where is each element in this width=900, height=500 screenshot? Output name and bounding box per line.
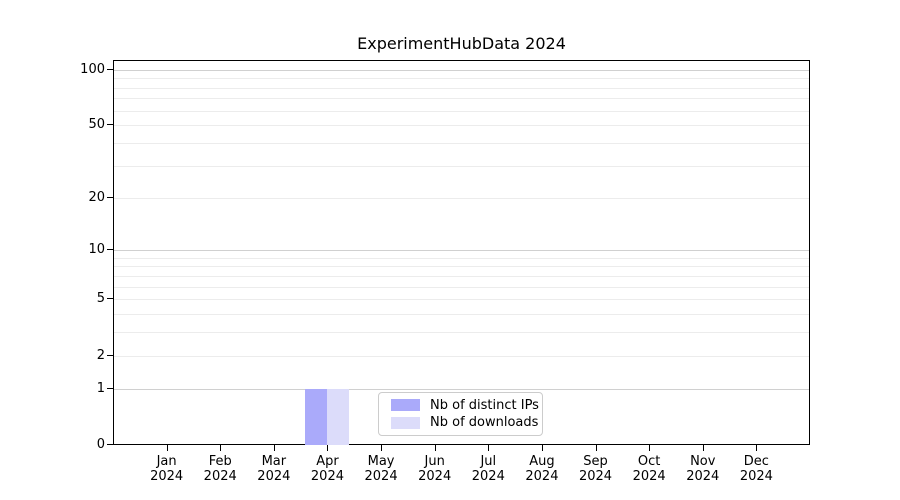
- x-tick-mark: [381, 445, 383, 451]
- x-tick-mark: [756, 445, 758, 451]
- y-tick-label: 5: [96, 291, 105, 307]
- x-tick-mark: [595, 445, 597, 451]
- y-tick-mark: [107, 249, 113, 251]
- minor-gridline: [114, 98, 809, 100]
- minor-gridline: [114, 275, 809, 277]
- legend-swatch-downloads: [391, 416, 420, 429]
- x-tick-mark: [434, 445, 436, 451]
- minor-gridline: [114, 78, 809, 80]
- minor-gridline: [114, 299, 809, 301]
- x-tick-label: Dec 2024: [739, 454, 773, 484]
- x-tick-mark: [488, 445, 490, 451]
- x-tick-label: Feb 2024: [203, 454, 237, 484]
- bar-downloads: [327, 388, 350, 445]
- x-tick-label: Oct 2024: [632, 454, 666, 484]
- x-tick-mark: [702, 445, 704, 451]
- y-tick-mark: [107, 444, 113, 445]
- x-tick-label: Sep 2024: [578, 454, 613, 484]
- y-tick-label: 0: [96, 437, 105, 452]
- x-tick-label: Jul 2024: [471, 454, 505, 484]
- legend-label: Nb of distinct IPs: [430, 397, 539, 413]
- minor-gridline: [114, 266, 809, 268]
- legend-swatch-distinct-ips: [391, 399, 420, 412]
- x-tick-label: Aug 2024: [525, 454, 559, 484]
- x-tick-label: Apr 2024: [310, 454, 344, 484]
- minor-gridline: [114, 125, 809, 127]
- minor-gridline: [114, 314, 809, 316]
- minor-gridline: [114, 355, 809, 357]
- x-tick-mark: [327, 445, 329, 451]
- legend-row: Nb of distinct IPs: [385, 397, 539, 413]
- minor-gridline: [114, 110, 809, 112]
- x-tick-mark: [273, 445, 275, 451]
- y-tick-mark: [107, 196, 113, 198]
- x-tick-mark: [220, 445, 222, 451]
- x-tick-mark: [541, 445, 543, 451]
- minor-gridline: [114, 257, 809, 259]
- minor-gridline: [114, 165, 809, 167]
- major-gridline: [114, 250, 809, 252]
- x-tick-mark: [166, 445, 168, 451]
- x-tick-label: Mar 2024: [257, 454, 291, 484]
- y-tick-mark: [107, 298, 113, 300]
- minor-gridline: [114, 143, 809, 145]
- y-tick-label: 2: [96, 347, 105, 363]
- minor-gridline: [114, 332, 809, 334]
- legend: Nb of distinct IPs Nb of downloads: [378, 392, 543, 436]
- x-tick-label: May 2024: [364, 454, 398, 484]
- y-tick-mark: [107, 124, 113, 126]
- legend-label: Nb of downloads: [430, 415, 539, 431]
- y-tick-label: 100: [80, 61, 105, 77]
- y-tick-mark: [107, 354, 113, 356]
- major-gridline: [114, 69, 809, 71]
- x-tick-mark: [649, 445, 651, 451]
- x-tick-label: Jun 2024: [418, 454, 452, 484]
- bar-distinct-ips: [305, 388, 328, 445]
- minor-gridline: [114, 197, 809, 199]
- legend-row: Nb of downloads: [385, 415, 539, 431]
- y-tick-mark: [107, 387, 113, 389]
- x-tick-label: Jan 2024: [150, 454, 184, 484]
- y-tick-label: 20: [88, 189, 105, 205]
- plot-area: [113, 60, 810, 445]
- minor-gridline: [114, 286, 809, 288]
- y-tick-mark: [107, 68, 113, 70]
- y-tick-label: 1: [96, 380, 105, 396]
- minor-gridline: [114, 87, 809, 89]
- major-gridline: [114, 388, 809, 390]
- y-tick-label: 50: [88, 117, 105, 133]
- y-tick-label: 10: [88, 242, 105, 258]
- x-tick-label: Nov 2024: [686, 454, 720, 484]
- chart-title: ExperimentHubData 2024: [357, 34, 566, 53]
